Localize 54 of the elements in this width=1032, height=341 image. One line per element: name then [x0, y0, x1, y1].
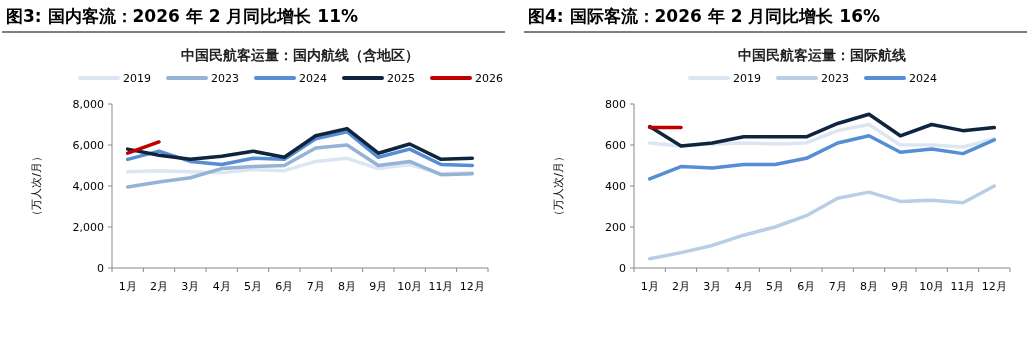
y-axis-title: （万人次/月） — [552, 151, 565, 221]
line-series — [125, 126, 475, 162]
y-tick-label: 6,000 — [72, 139, 104, 152]
legend-label: 2025 — [387, 72, 415, 85]
line-series — [125, 129, 475, 168]
y-tick-label: 8,000 — [72, 98, 104, 111]
x-tick-label: 5月 — [766, 280, 784, 293]
x-tick-label: 10月 — [397, 280, 423, 293]
chart-subtitle: 中国民航客运量：国内航线（含地区） — [181, 47, 419, 63]
chart-title: 图3: 国内客流：2026 年 2 月同比增长 11% — [6, 6, 359, 26]
x-tick-label: 8月 — [338, 280, 356, 293]
x-tick-label: 12月 — [981, 280, 1007, 293]
x-tick-label: 7月 — [828, 280, 847, 293]
x-tick-label: 3月 — [703, 280, 722, 293]
x-tick-label: 6月 — [797, 280, 816, 293]
x-tick-label: 12月 — [459, 280, 485, 293]
x-tick-label: 4月 — [212, 280, 231, 293]
x-tick-label: 8月 — [860, 280, 878, 293]
x-tick-label: 2月 — [672, 280, 690, 293]
x-tick-label: 7月 — [306, 280, 325, 293]
y-tick-label: 800 — [605, 98, 626, 111]
legend-label: 2019 — [123, 72, 151, 85]
x-tick-label: 2月 — [150, 280, 168, 293]
line-series — [647, 134, 997, 181]
x-tick-label: 11月 — [428, 280, 454, 293]
legend-label: 2023 — [821, 72, 849, 85]
line-series — [125, 143, 475, 189]
x-tick-label: 3月 — [181, 280, 200, 293]
y-tick-label: 4,000 — [72, 180, 104, 193]
legend-label: 2026 — [475, 72, 503, 85]
x-tick-label: 1月 — [640, 280, 659, 293]
x-tick-label: 5月 — [244, 280, 262, 293]
y-tick-label: 0 — [619, 262, 626, 275]
y-axis-title: （万人次/月） — [30, 151, 43, 221]
x-tick-label: 6月 — [275, 280, 294, 293]
x-tick-label: 9月 — [891, 280, 910, 293]
legend-label: 2024 — [909, 72, 937, 85]
line-series — [647, 112, 997, 148]
y-tick-label: 400 — [605, 180, 626, 193]
chart-subtitle: 中国民航客运量：国际航线 — [738, 47, 906, 63]
y-tick-label: 0 — [97, 262, 104, 275]
legend-label: 2023 — [211, 72, 239, 85]
line-series — [647, 184, 997, 261]
x-tick-label: 10月 — [919, 280, 945, 293]
y-tick-label: 600 — [605, 139, 626, 152]
legend-label: 2024 — [299, 72, 327, 85]
x-tick-label: 4月 — [734, 280, 753, 293]
y-tick-label: 200 — [605, 221, 626, 234]
y-tick-label: 2,000 — [72, 221, 104, 234]
chart-title: 图4: 国际客流：2026 年 2 月同比增长 16% — [528, 6, 881, 26]
x-tick-label: 9月 — [369, 280, 388, 293]
x-tick-label: 1月 — [118, 280, 137, 293]
x-tick-label: 11月 — [950, 280, 976, 293]
legend-label: 2019 — [733, 72, 761, 85]
